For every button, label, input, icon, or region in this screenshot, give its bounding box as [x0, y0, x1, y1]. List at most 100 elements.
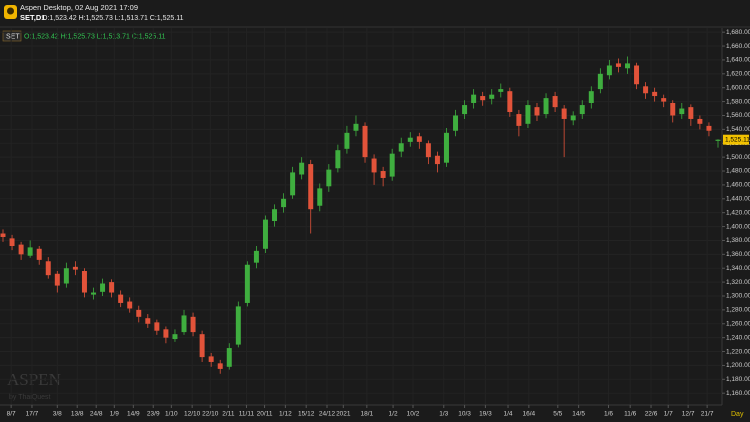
y-tick-label: 1,200.00 [726, 362, 750, 369]
candle-body [344, 132, 350, 149]
x-tick-label: 1/6 [604, 411, 613, 418]
candle-body [91, 292, 96, 295]
candle-body [615, 63, 621, 67]
candle-body [163, 329, 169, 338]
y-tick-label: 1,480.00 [726, 168, 750, 175]
x-tick-label: 1/12 [279, 411, 292, 418]
candle-body [72, 266, 78, 270]
candle-body [570, 115, 576, 121]
y-tick-label: 1,460.00 [726, 182, 750, 189]
candle-body [588, 91, 594, 103]
x-tick-label: 10/3 [458, 411, 471, 418]
y-tick-label: 1,280.00 [726, 307, 750, 314]
candle-body [634, 65, 640, 85]
candle-body [688, 107, 694, 119]
x-tick-label: 11/11 [239, 411, 255, 418]
candle-body [217, 363, 223, 369]
candle-body [543, 98, 549, 115]
candle-body [597, 73, 603, 90]
candle-body [136, 309, 142, 317]
y-tick-label: 1,240.00 [726, 334, 750, 341]
candle-body [434, 155, 440, 165]
app-icon-mark [7, 7, 14, 15]
x-tick-label: 16/4 [523, 411, 536, 418]
y-tick-label: 1,160.00 [726, 390, 750, 397]
x-tick-label: 24/12 [319, 411, 336, 418]
x-tick-label: 21/7 [701, 411, 714, 418]
x-tick-label: 5/5 [553, 411, 562, 418]
x-tick-label: 2/11 [222, 411, 235, 418]
x-tick-label: 15/12 [298, 411, 315, 418]
candle-body [18, 244, 24, 255]
y-tick-label: 1,560.00 [726, 112, 750, 119]
candle-body [118, 294, 124, 303]
x-tick-label: 14/5 [572, 411, 585, 418]
y-tick-label: 1,180.00 [726, 376, 750, 383]
candle-body [244, 264, 250, 303]
x-tick-label: 12/10 [184, 411, 201, 418]
y-tick-label: 1,440.00 [726, 196, 750, 203]
y-tick-label: 1,600.00 [726, 84, 750, 91]
candle-body [326, 169, 332, 187]
candle-body [670, 102, 676, 116]
candle-body [308, 164, 314, 210]
x-tick-label: 13/8 [71, 411, 84, 418]
x-tick-label: 12/7 [682, 411, 695, 418]
candle-body [54, 273, 60, 286]
candle-body [353, 123, 359, 131]
x-tick-label: 2021 [336, 411, 351, 418]
candle-body [579, 105, 585, 115]
x-tick-label: 1/9 [110, 411, 119, 418]
x-tick-label: 1/4 [504, 411, 513, 418]
x-tick-label: 23/9 [147, 411, 160, 418]
candle-body [290, 172, 296, 196]
candle-body [208, 356, 214, 362]
candle-body [679, 108, 685, 115]
x-tick-label: 10/2 [407, 411, 420, 418]
y-tick-label: 1,300.00 [726, 293, 750, 300]
candle-body [45, 261, 51, 276]
candle-body [453, 115, 459, 131]
pane-symbol-box[interactable] [2, 30, 22, 42]
candle-body [299, 162, 305, 175]
candle-body [262, 219, 268, 249]
x-tick-label: 1/7 [664, 411, 673, 418]
candle-body [317, 188, 323, 206]
candle-body [9, 238, 15, 247]
x-tick-label: 22/10 [202, 411, 219, 418]
candle-body [480, 96, 486, 101]
x-tick-label: 3/8 [53, 411, 62, 418]
candle-body [109, 282, 115, 293]
candle-body [534, 107, 540, 116]
candle-body [697, 118, 703, 124]
x-tick-label: 14/9 [127, 411, 140, 418]
candle-body [127, 301, 133, 309]
symbol: SET,D1 [20, 13, 45, 22]
candle-body [489, 94, 495, 99]
pane-symbol: SET [6, 33, 20, 40]
candle-body [525, 105, 531, 124]
candle-body [606, 65, 612, 76]
y-tick-label: 1,380.00 [726, 237, 750, 244]
ohlc-header: O:1,523.42 H:1,525.73 L:1,513.71 C:1,525… [42, 15, 184, 22]
candle-body [154, 322, 160, 331]
window-title: Aspen Desktop, 02 Aug 2021 17:09 [20, 3, 138, 12]
y-tick-label: 1,360.00 [726, 251, 750, 258]
candle-body [63, 268, 69, 284]
candle-body [516, 114, 522, 126]
candle-body [425, 143, 431, 158]
timeframe[interactable]: Day [731, 411, 744, 418]
candle-body [181, 315, 187, 333]
last-price-label: 1,525.11 [725, 136, 750, 143]
candle-body [389, 153, 395, 177]
candle-body [643, 86, 649, 94]
y-tick-label: 1,680.00 [726, 29, 750, 36]
candle-body [498, 89, 504, 92]
y-tick-label: 1,580.00 [726, 98, 750, 105]
y-tick-label: 1,340.00 [726, 265, 750, 272]
candle-body [507, 91, 513, 113]
candle-body [715, 139, 721, 141]
candle-body [0, 233, 6, 237]
